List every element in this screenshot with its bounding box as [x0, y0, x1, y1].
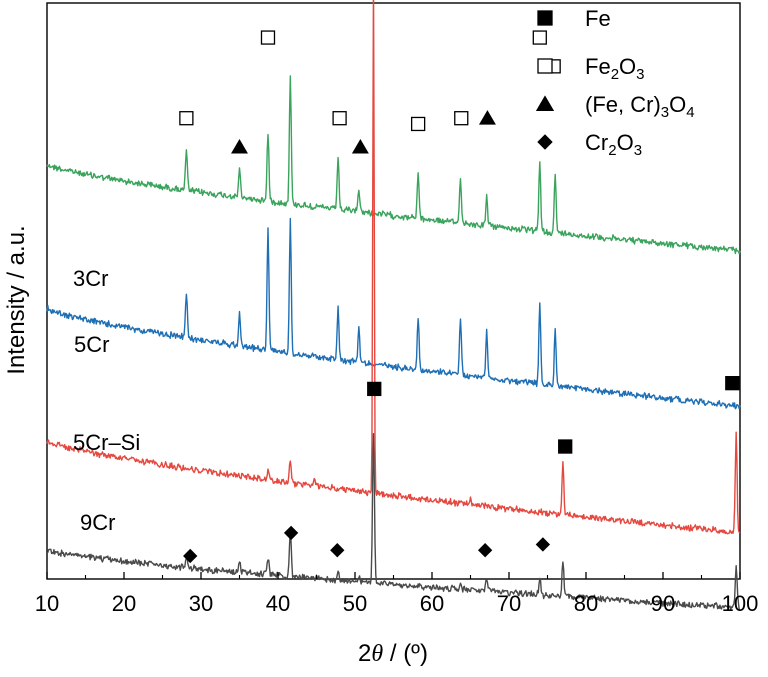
filled-square-marker	[558, 439, 573, 454]
series-labels: 3Cr 5Cr 5Cr–Si 9Cr	[73, 266, 140, 535]
x-tick-label: 40	[266, 591, 290, 616]
x-tick-label: 100	[722, 591, 759, 616]
legend-label: (Fe, Cr)3O4	[585, 92, 695, 121]
open-square-marker	[179, 111, 194, 126]
legend-label: Cr2O3	[585, 130, 642, 159]
series-label-5cr: 5Cr	[74, 332, 109, 357]
legend-item-0: Fe	[537, 6, 611, 31]
filled-diamond-marker	[477, 543, 493, 558]
filled-diamond-marker	[535, 537, 551, 552]
open-square-marker	[532, 30, 547, 45]
filled-triangle-marker	[351, 138, 369, 154]
series-line-3cr	[46, 75, 741, 255]
legend-open-square-marker	[537, 58, 553, 74]
legend-label: Fe	[585, 6, 611, 31]
filled-diamond-marker	[330, 543, 345, 558]
series-line-5cr	[46, 217, 741, 410]
open-square-marker	[332, 111, 347, 126]
filled-square-marker	[725, 376, 740, 391]
x-tick-label: 10	[35, 591, 59, 616]
x-tick-label: 80	[574, 591, 598, 616]
legend-filled-square-marker	[537, 10, 553, 26]
y-axis-label: Intensity / a.u.	[3, 225, 30, 374]
filled-diamond-marker	[283, 525, 299, 541]
x-tick-label: 50	[343, 591, 367, 616]
open-square-marker	[260, 30, 276, 45]
legend-label: Fe2O3	[585, 54, 645, 83]
filled-triangle-marker	[231, 138, 248, 154]
legend-item-2: (Fe, Cr)3O4	[535, 92, 695, 121]
legend-item-3: Cr2O3	[537, 130, 642, 159]
series-line-9cr	[46, 433, 741, 611]
series-label-5cr-si: 5Cr–Si	[73, 430, 140, 455]
x-tick-label: 30	[189, 591, 213, 616]
legend-filled-diamond-marker	[537, 134, 553, 150]
open-square-marker	[410, 116, 426, 132]
x-tick-label: 90	[651, 591, 675, 616]
series-line-5cr-si	[46, 0, 741, 535]
filled-square-marker	[367, 381, 382, 397]
filled-diamond-marker	[183, 548, 198, 564]
legend-item-1: Fe2O3	[537, 54, 645, 83]
filled-triangle-marker	[478, 110, 496, 125]
x-axis-label: 2θ / (º)	[358, 640, 428, 667]
x-tick-label: 60	[420, 591, 444, 616]
open-square-marker	[454, 111, 469, 126]
x-axis: 10 20 30 40 50 60 70 80 90 100	[35, 572, 759, 616]
series-layer	[46, 0, 741, 611]
x-tick-label: 70	[497, 591, 521, 616]
series-label-3cr: 3Cr	[73, 266, 108, 291]
x-tick-label: 20	[112, 591, 136, 616]
legend-filled-triangle-marker	[535, 95, 555, 111]
legend: Fe Fe2O3 (Fe, Cr)3O4 Cr2O3	[535, 6, 695, 159]
series-label-9cr: 9Cr	[80, 510, 115, 535]
